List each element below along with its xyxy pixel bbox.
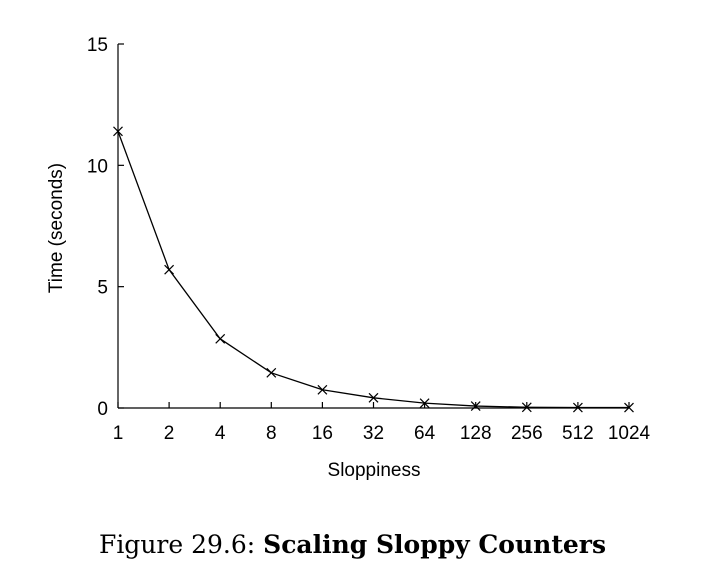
data-point-marker	[164, 264, 175, 275]
figure-caption: Figure 29.6: Scaling Sloppy Counters	[0, 530, 705, 559]
x-axis-title: Sloppiness	[328, 460, 421, 481]
plot-area: 0 5 10 15 1 2 4 8 16 32 64 128 256 512 1024	[87, 35, 651, 444]
data-point-marker	[521, 402, 532, 413]
data-point-marker	[368, 392, 379, 403]
x-tick-label: 4	[215, 423, 226, 444]
data-point-marker	[470, 401, 481, 411]
data-point-marker	[113, 126, 123, 137]
data-point-marker	[624, 402, 634, 413]
x-tick-label: 512	[562, 423, 594, 444]
data-point-marker	[572, 402, 583, 413]
y-tick-label: 5	[97, 278, 108, 299]
x-tick-label: 2	[164, 423, 175, 444]
data-point-marker	[215, 333, 226, 344]
data-point-marker	[266, 367, 277, 378]
data-point-marker	[419, 398, 430, 409]
y-axis-title: Time (seconds)	[46, 163, 67, 293]
series-line	[117, 131, 629, 409]
x-tick-label: 64	[414, 423, 436, 444]
x-tick-label: 256	[511, 423, 543, 444]
x-tick-label: 128	[460, 423, 492, 444]
caption-prefix: Figure 29.6:	[98, 530, 256, 559]
x-tick-label: 1	[113, 423, 124, 444]
y-tick-label: 0	[97, 399, 108, 420]
y-tick-label: 15	[87, 35, 108, 56]
y-tick-label: 10	[87, 156, 108, 177]
x-tick-label: 8	[266, 423, 277, 444]
x-tick-label: 16	[312, 423, 333, 444]
data-point-marker	[317, 384, 328, 395]
x-tick-label: 1024	[608, 423, 651, 444]
chart: 0 5 10 15 1 2 4 8 16 32 64 128 256 512 1024 Sloppiness…	[46, 35, 651, 481]
caption-title: Scaling Sloppy Counters	[263, 530, 607, 559]
x-tick-label: 32	[363, 423, 384, 444]
